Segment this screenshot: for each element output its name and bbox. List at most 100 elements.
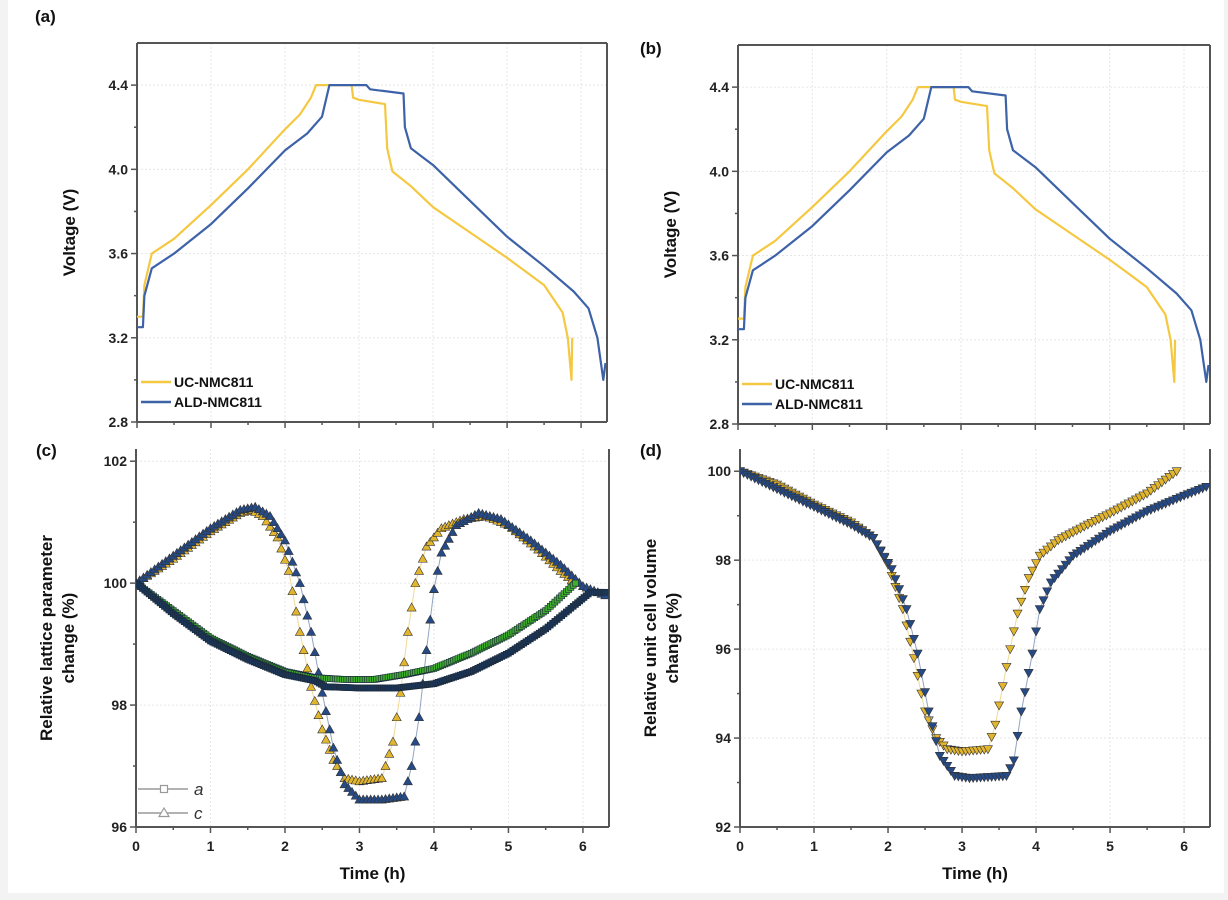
panel-d: (d) 0 1 2 3 4 5 6 92 94 96 98 100 Relative unit cell … [640,441,1211,883]
data-point [335,767,346,776]
legend: ac [138,780,203,823]
legend: UC-NMC811 ALD-NMC811 [141,374,262,410]
legend-marker-triangle [157,806,171,818]
data-point [287,556,298,566]
x-tick-label: 1 [207,838,215,854]
axes-frame [734,449,1211,833]
data-point [380,760,391,770]
data-point [912,649,923,659]
data-point [414,712,425,722]
series-ald-nmc811 [738,86,1210,383]
y-axis-title-line2: change (%) [59,593,78,684]
y-axis-title-line1: Relative lattice parameter [37,535,56,741]
data-point [875,546,886,556]
y-tick-label: 94 [715,730,731,746]
data-point [997,682,1008,692]
series-line [738,86,1210,383]
data-point [1016,707,1027,717]
plot-area [137,84,607,381]
x-tick-label: 1 [810,838,818,854]
data-point [313,710,324,720]
legend-label: c [194,804,203,823]
data-point [890,575,901,585]
legend-label: ALD-NMC811 [775,396,863,412]
data-point [938,757,949,766]
y-tick-label: 102 [104,453,128,469]
data-point [387,736,398,746]
data-point [923,707,934,717]
panel-label: (a) [35,7,56,26]
data-point [414,565,425,575]
data-point [1005,764,1016,774]
data-point [901,605,912,615]
data-point [309,647,320,657]
data-point [1049,574,1060,584]
y-tick-label: 2.8 [109,414,129,430]
data-point [1027,649,1038,659]
y-tick-label: 3.2 [109,330,129,346]
data-point [406,760,417,770]
data-point [994,701,1005,711]
panel-c: (c) 0 1 2 3 4 5 6 96 98 100 102 Relative lattice par… [36,441,610,883]
grid [137,43,607,422]
x-tick-label: 3 [356,838,364,854]
series-ald-nmc811 [137,84,607,381]
legend: UC-NMC811 ALD-NMC811 [742,376,863,412]
panel-label: (c) [36,441,57,460]
data-point [986,733,997,743]
data-point [1019,586,1030,595]
data-point [265,521,276,531]
data-point [1005,645,1016,655]
data-point [1023,574,1034,584]
data-point [410,578,421,587]
data-point [572,579,579,587]
series-ald-nmc811-a [136,579,609,692]
y-tick-label: 100 [104,575,128,591]
data-point [306,681,317,691]
x-tick-label: 5 [505,838,513,854]
data-point [1171,467,1182,477]
plot-area [740,467,1210,784]
data-point [920,688,931,698]
data-point [320,706,331,715]
panel-label: (d) [640,441,662,460]
y-tick-label: 96 [111,819,127,835]
data-point [1023,669,1034,678]
series-connector [136,509,576,782]
data-point [317,687,328,697]
data-point [883,559,894,568]
data-point [294,578,305,587]
plot-area [136,501,609,804]
legend-label: UC-NMC811 [775,376,855,392]
data-point [417,553,428,563]
x-tick-label: 0 [736,838,744,854]
data-point [306,626,317,636]
figure-sheet: (a) 2.8 3.2 3.6 4.0 4.4 Voltage (V) UC-NMC811 AL… [8,0,1224,893]
data-point [1031,627,1042,637]
data-point [402,626,413,636]
data-point [934,752,945,761]
data-point [428,532,439,542]
y-axis-title: Voltage (V) [661,191,680,279]
data-point [1045,578,1056,588]
data-point [272,523,283,533]
data-point [1001,663,1012,673]
data-point [916,669,927,678]
axes-frame [131,42,608,428]
data-point [406,602,417,612]
legend-label: a [194,780,203,799]
x-tick-label: 5 [1106,838,1114,854]
legend-label: UC-NMC811 [174,374,254,390]
x-tick-label: 4 [1032,838,1040,854]
series-uc-nmc811 [137,84,574,381]
series-ald-nmc811 [740,467,1210,784]
x-axis-title: Time (h) [942,864,1008,883]
grid [738,45,1210,424]
data-point [432,565,443,575]
axes-frame [130,449,610,833]
x-tick-label: 2 [884,838,892,854]
data-point [1027,566,1038,576]
x-tick-label: 2 [281,838,289,854]
y-tick-label: 98 [111,697,127,713]
data-point [320,734,331,744]
